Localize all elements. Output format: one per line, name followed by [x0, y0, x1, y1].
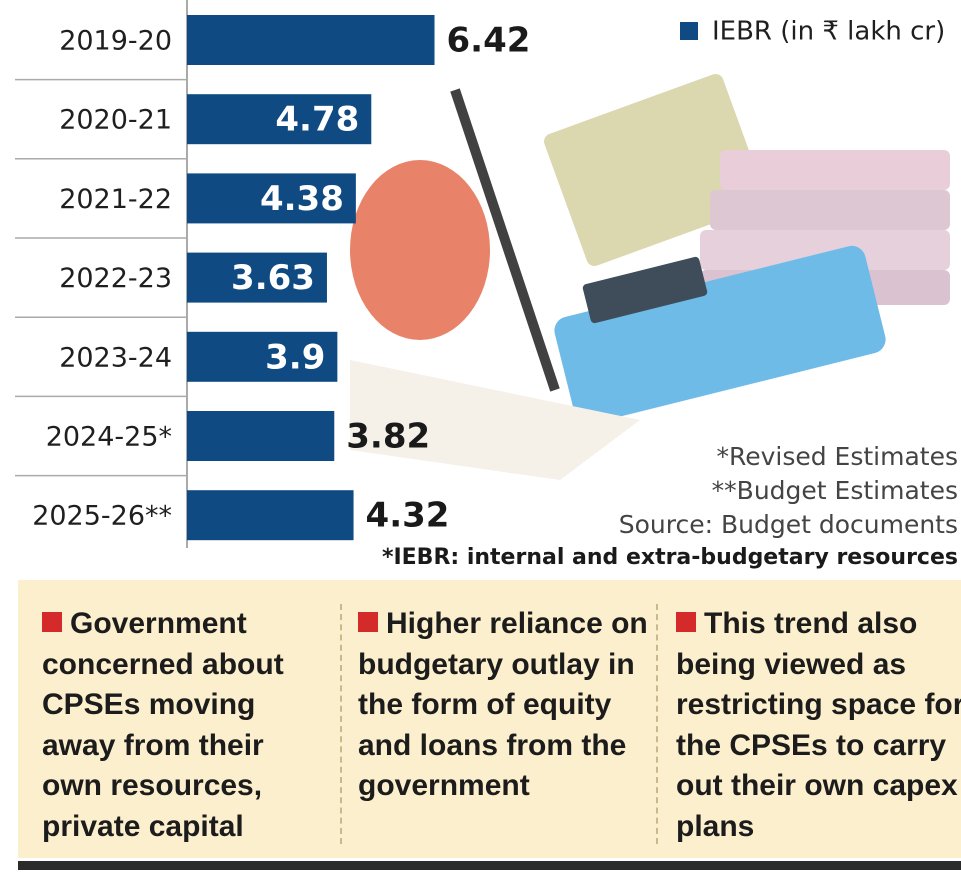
bar	[187, 173, 356, 224]
point: Higher reliance on budgetary outlay in t…	[358, 604, 648, 807]
legend-label: IEBR (in ₹ lakh cr)	[712, 17, 945, 47]
value-label: 4.78	[275, 100, 359, 140]
value-label: 4.38	[260, 179, 344, 219]
value-label: 3.63	[231, 258, 315, 298]
legend-swatch	[680, 22, 698, 40]
category-label: 2024-25*	[46, 422, 172, 453]
bar	[187, 411, 335, 461]
footnote: *IEBR: internal and extra-budgetary reso…	[382, 545, 958, 570]
category-label: 2025-26**	[32, 501, 172, 532]
category-label: 2020-21	[59, 105, 172, 136]
bar	[187, 252, 327, 303]
footnote: *Revised Estimates	[716, 442, 958, 471]
chart: IEBR (in ₹ lakh cr) *Revised Estimates *…	[15, 0, 958, 570]
divider	[656, 604, 658, 844]
bar	[187, 94, 372, 145]
category-label: 2021-22	[59, 184, 172, 215]
value-label: 6.42	[447, 21, 531, 61]
bar	[187, 331, 338, 382]
bottom-rule	[18, 861, 961, 870]
value-label: 3.82	[346, 417, 430, 457]
value-label: 4.32	[366, 496, 450, 536]
value-label: 3.9	[265, 337, 325, 377]
category-label: 2022-23	[59, 263, 172, 294]
footnote: **Budget Estimates	[712, 476, 958, 505]
category-label: 2023-24	[59, 342, 172, 373]
bar	[187, 490, 354, 541]
point: This trend also being viewed as restrict…	[676, 604, 961, 847]
bar	[187, 15, 435, 65]
illustration	[350, 73, 950, 480]
point: Government concerned about CPSEs moving …	[42, 604, 332, 847]
footnote: Source: Budget documents	[619, 510, 958, 539]
highlights-panel: Government concerned about CPSEs moving …	[18, 580, 961, 858]
category-label: 2019-20	[59, 26, 172, 57]
divider	[340, 604, 342, 844]
